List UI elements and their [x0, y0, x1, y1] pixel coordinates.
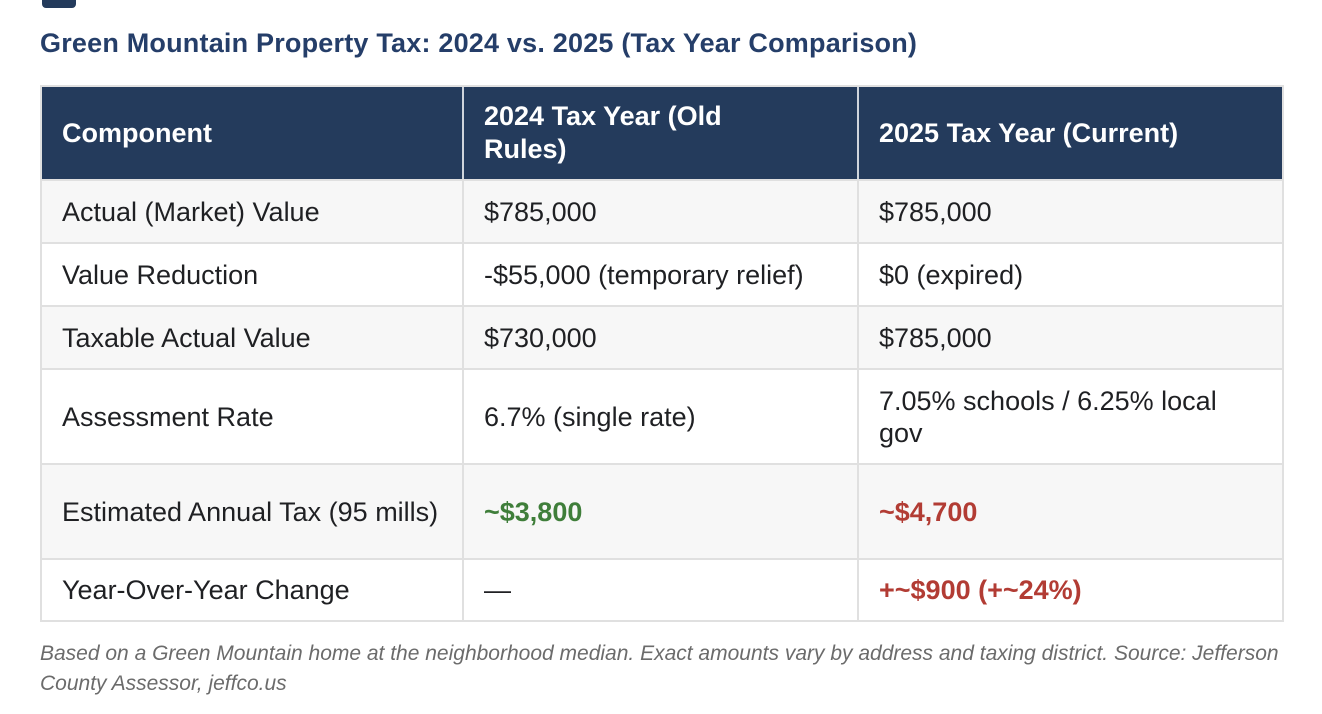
cell-2024-value: ~$3,800 [462, 463, 857, 558]
cell-2025-value: $0 (expired) [857, 242, 1282, 305]
cell-component: Actual (Market) Value [42, 179, 462, 242]
column-header-2024: 2024 Tax Year (Old Rules) [462, 87, 857, 179]
table-row: Taxable Actual Value $730,000 $785,000 [42, 305, 1282, 368]
cell-2024-value: $730,000 [462, 305, 857, 368]
footnote: Based on a Green Mountain home at the ne… [40, 642, 1279, 695]
cell-component: Value Reduction [42, 242, 462, 305]
header-row: Component 2024 Tax Year (Old Rules) 2025… [42, 87, 1282, 179]
cell-2024-value: $785,000 [462, 179, 857, 242]
cell-component: Year-Over-Year Change [42, 558, 462, 620]
cell-2024-value: 6.7% (single rate) [462, 368, 857, 463]
top-edge-artifact [42, 0, 76, 8]
cell-2025-value: ~$4,700 [857, 463, 1282, 558]
page-title: Green Mountain Property Tax: 2024 vs. 20… [40, 28, 918, 58]
table-row: Estimated Annual Tax (95 mills) ~$3,800 ~$… [42, 463, 1282, 558]
table-body: Actual (Market) Value $785,000 $785,000 Val… [42, 179, 1282, 620]
cell-component: Estimated Annual Tax (95 mills) [42, 463, 462, 558]
table-header: Component 2024 Tax Year (Old Rules) 2025… [42, 87, 1282, 179]
comparison-table: Component 2024 Tax Year (Old Rules) 2025… [40, 85, 1284, 622]
cell-component: Assessment Rate [42, 368, 462, 463]
cell-component: Taxable Actual Value [42, 305, 462, 368]
cell-2024-value: — [462, 558, 857, 620]
cell-2025-value: 7.05% schools / 6.25% local gov [857, 368, 1282, 463]
cell-2024-value: -$55,000 (temporary relief) [462, 242, 857, 305]
column-header-2025: 2025 Tax Year (Current) [857, 87, 1282, 179]
table-row: Actual (Market) Value $785,000 $785,000 [42, 179, 1282, 242]
cell-2025-value: $785,000 [857, 305, 1282, 368]
table-row: Year-Over-Year Change — +~$900 (+~24%) [42, 558, 1282, 620]
table-row: Value Reduction -$55,000 (temporary relie… [42, 242, 1282, 305]
column-header-component: Component [42, 87, 462, 179]
cell-2025-value: +~$900 (+~24%) [857, 558, 1282, 620]
table-row: Assessment Rate 6.7% (single rate) 7.05% s… [42, 368, 1282, 463]
cell-2025-value: $785,000 [857, 179, 1282, 242]
